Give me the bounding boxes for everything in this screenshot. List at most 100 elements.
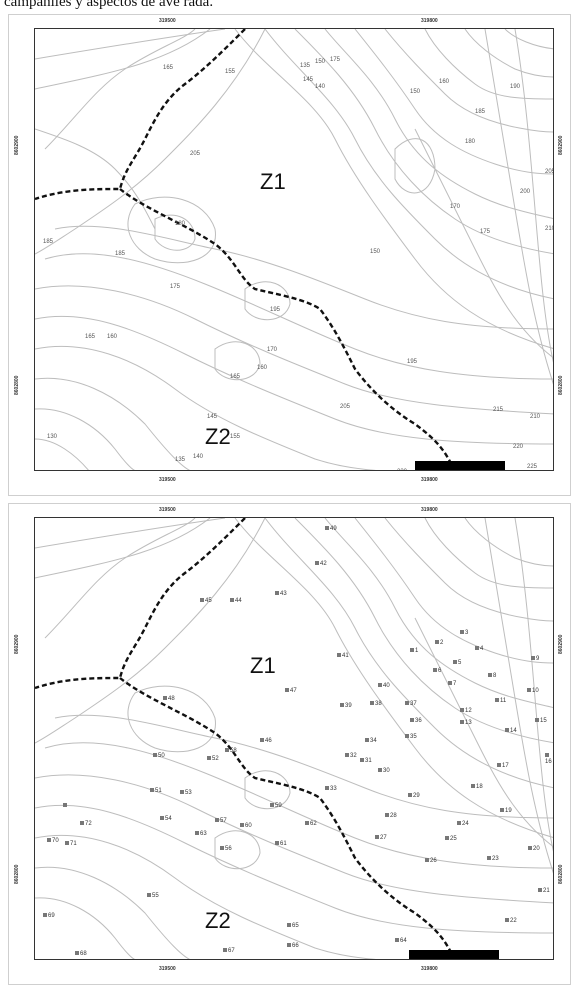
sample-point: 65 bbox=[287, 923, 299, 929]
scale-bar bbox=[415, 461, 505, 470]
sample-point: 28 bbox=[385, 813, 397, 819]
map-panel-points: 319500 319800 319500 319800 8602900 8602… bbox=[8, 503, 571, 985]
sample-point: 63 bbox=[195, 831, 207, 837]
sample-point: 67 bbox=[223, 948, 235, 954]
contour-label: 160 bbox=[107, 334, 118, 340]
sample-point: 22 bbox=[505, 918, 517, 924]
northing-label-left-lower: 8602800 bbox=[14, 864, 20, 884]
sample-point: 70 bbox=[47, 838, 59, 844]
northing-label-left-upper: 8602900 bbox=[14, 135, 20, 155]
contour-label: 185 bbox=[43, 239, 54, 245]
contour-label: 180 bbox=[175, 221, 186, 227]
northing-label-right-lower: 8602800 bbox=[558, 864, 564, 884]
figure-caption: campaniles y aspectos de ave rada. bbox=[4, 0, 214, 10]
contour-lines bbox=[35, 518, 553, 959]
sample-point: 27 bbox=[375, 835, 387, 841]
sample-point: 2 bbox=[435, 640, 443, 646]
northing-label-right-upper: 8602900 bbox=[558, 634, 564, 654]
sample-point: 72 bbox=[80, 821, 92, 827]
sample-point: 10 bbox=[527, 688, 539, 694]
sample-point: 33 bbox=[325, 786, 337, 792]
contour-label: 210 bbox=[545, 226, 553, 232]
sample-point: 19 bbox=[500, 808, 512, 814]
contour-label: 150 bbox=[370, 249, 381, 255]
contour-label: 195 bbox=[407, 359, 418, 365]
sample-point: 41 bbox=[337, 653, 349, 659]
contour-label: 165 bbox=[85, 334, 96, 340]
scale-bar bbox=[409, 950, 499, 959]
sample-point: 51 bbox=[150, 788, 162, 794]
contour-map-frame: Z1 Z2 165 155 135 150 175 145 140 150 16… bbox=[34, 28, 554, 471]
sample-point: 29 bbox=[408, 793, 420, 799]
sample-point: 5 bbox=[453, 660, 461, 666]
map-panel-contours: 319500 319800 319500 319800 8602900 8602… bbox=[8, 14, 571, 496]
sample-point: 68 bbox=[75, 951, 87, 957]
sample-point: 43 bbox=[275, 591, 287, 597]
contour-label: 205 bbox=[340, 404, 351, 410]
sample-point: 50 bbox=[153, 753, 165, 759]
sample-point: 11 bbox=[495, 698, 506, 704]
contour-label: 135 bbox=[300, 63, 311, 69]
zone-label-z2: Z2 bbox=[205, 424, 231, 449]
sample-point: 18 bbox=[471, 784, 483, 790]
sample-point: 36 bbox=[410, 718, 422, 724]
sample-point: 54 bbox=[160, 816, 172, 822]
sample-point: 15 bbox=[535, 718, 547, 724]
easting-label-bottom-right: 319800 bbox=[421, 966, 438, 972]
easting-label-top-right: 319800 bbox=[421, 507, 438, 513]
easting-label-top-left: 319500 bbox=[159, 18, 176, 24]
northing-label-right-upper: 8602900 bbox=[558, 135, 564, 155]
contour-label: 140 bbox=[315, 84, 326, 90]
northing-label-right-lower: 8602800 bbox=[558, 375, 564, 395]
sample-point: 56 bbox=[220, 846, 232, 852]
sample-point: 48 bbox=[163, 696, 175, 702]
sample-point: 13 bbox=[460, 720, 472, 726]
contour-label: 185 bbox=[115, 251, 126, 257]
contour-label: 140 bbox=[193, 454, 204, 460]
sample-point bbox=[63, 803, 68, 809]
sample-point: 12 bbox=[460, 708, 472, 714]
sample-point: 4 bbox=[475, 646, 483, 652]
zone-label-z1: Z1 bbox=[260, 169, 286, 194]
northing-label-left-upper: 8602900 bbox=[14, 634, 20, 654]
sample-point: 71 bbox=[65, 841, 77, 847]
sample-point: 53 bbox=[180, 790, 192, 796]
sample-point: 57 bbox=[215, 818, 227, 824]
sample-point: 52 bbox=[207, 756, 219, 762]
sample-point: 69 bbox=[43, 913, 55, 919]
contour-lines bbox=[35, 29, 553, 470]
contour-label: 150 bbox=[315, 59, 326, 65]
contour-label: 185 bbox=[475, 109, 486, 115]
sample-point: 8 bbox=[488, 673, 496, 679]
sample-point: 62 bbox=[305, 821, 317, 827]
sample-point: 49 bbox=[325, 526, 337, 532]
northing-label-left-lower: 8602800 bbox=[14, 375, 20, 395]
contour-label: 150 bbox=[410, 89, 421, 95]
contour-label: 220 bbox=[513, 444, 524, 450]
sample-point: 7 bbox=[448, 681, 456, 687]
contour-label: 175 bbox=[170, 284, 181, 290]
easting-label-bottom-left: 319500 bbox=[159, 477, 176, 483]
sample-point: 24 bbox=[457, 821, 469, 827]
sample-point: 66 bbox=[287, 943, 299, 949]
contour-label: 170 bbox=[267, 347, 278, 353]
contour-label: 205 bbox=[545, 169, 553, 175]
easting-label-top-left: 319500 bbox=[159, 507, 176, 513]
contour-label: 155 bbox=[225, 69, 236, 75]
easting-label-bottom-left: 319500 bbox=[159, 966, 176, 972]
contour-label: 225 bbox=[527, 464, 538, 470]
sample-point: 1 bbox=[410, 648, 418, 654]
sample-point: 58 bbox=[225, 748, 237, 754]
contour-label: 210 bbox=[530, 414, 541, 420]
sample-point: 38 bbox=[370, 701, 382, 707]
contour-label: 180 bbox=[465, 139, 476, 145]
zone-label-z2: Z2 bbox=[205, 908, 231, 933]
sample-point: 34 bbox=[365, 738, 377, 744]
contour-label: 190 bbox=[510, 84, 521, 90]
contour-label: 165 bbox=[163, 65, 174, 71]
sample-point: 47 bbox=[285, 688, 297, 694]
contour-label: 135 bbox=[175, 457, 186, 463]
sample-point: 21 bbox=[538, 888, 550, 894]
sample-point: 42 bbox=[315, 561, 327, 567]
sample-point: 44 bbox=[230, 598, 242, 604]
